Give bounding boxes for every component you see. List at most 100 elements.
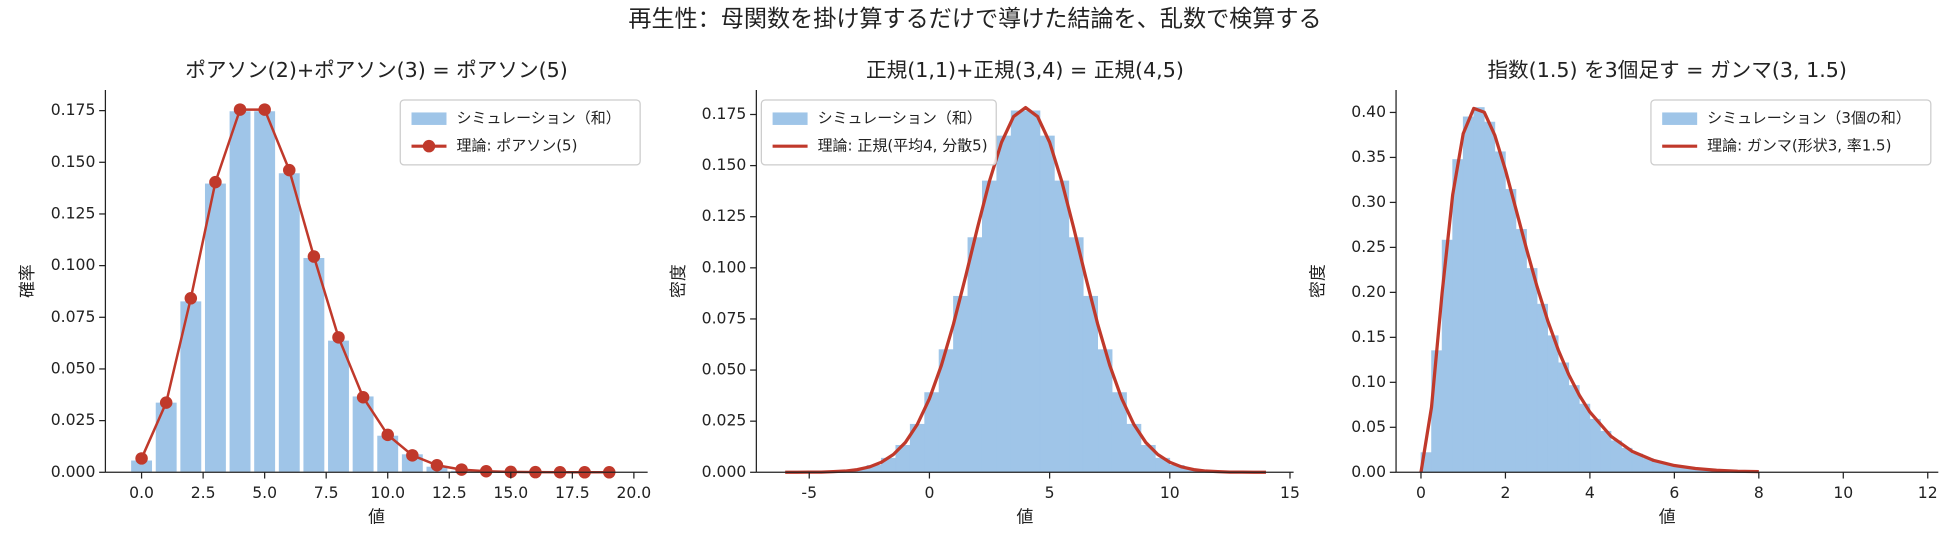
- histogram-bar: [1039, 135, 1055, 473]
- legend: シミュレーション（和） 理論: ポアソン(5): [399, 99, 641, 166]
- y-tick-label: 0.000: [51, 463, 96, 481]
- subplot-title: 指数(1.5) を3個足す = ガンマ(3, 1.5): [1487, 58, 1846, 82]
- x-tick-label: 10.0: [370, 484, 405, 502]
- x-tick-label: 20.0: [616, 484, 651, 502]
- legend-label: シミュレーション（和）: [456, 109, 620, 127]
- bar: [154, 401, 178, 473]
- x-tick-label: 12.5: [432, 484, 467, 502]
- x-tick-label: -5: [801, 484, 817, 502]
- y-tick-label: 0.05: [1351, 418, 1386, 436]
- x-axis-label: 値: [368, 506, 385, 526]
- x-tick-label: 2: [1500, 484, 1510, 502]
- histogram-bar: [1515, 229, 1527, 473]
- y-tick-label: 0.20: [1351, 283, 1386, 301]
- histogram-bar: [1589, 418, 1601, 473]
- histogram-bar: [1600, 430, 1612, 473]
- x-tick-label: 17.5: [555, 484, 590, 502]
- histogram-bar: [1547, 335, 1559, 473]
- legend-marker: [422, 139, 436, 153]
- y-tick-label: 0.175: [702, 105, 747, 123]
- legend-box: [760, 99, 997, 166]
- legend-box: [1650, 99, 1932, 166]
- x-tick-label: 2.5: [191, 484, 216, 502]
- theory-marker: [135, 452, 148, 465]
- legend-label: 理論: ポアソン(5): [456, 137, 577, 155]
- theory-marker: [307, 250, 321, 263]
- bar: [302, 256, 326, 473]
- theory-marker: [332, 331, 345, 344]
- theory-marker: [233, 103, 247, 116]
- y-tick-label: 0.30: [1351, 193, 1386, 211]
- y-tick-label: 0.025: [51, 411, 96, 429]
- theory-marker: [159, 396, 173, 409]
- x-tick-label: 8: [1754, 484, 1764, 502]
- y-tick-label: 0.100: [702, 258, 747, 276]
- y-tick-label: 0.10: [1351, 373, 1386, 391]
- histogram-bar: [1505, 189, 1517, 473]
- theory-line: [785, 105, 1266, 474]
- y-tick-label: 0.075: [51, 308, 96, 326]
- theory-marker: [381, 428, 394, 442]
- subplot-title: ポアソン(2)+ポアソン(3) = ポアソン(5): [185, 58, 568, 82]
- histogram-bar: [1568, 385, 1580, 473]
- histogram-bar: [1025, 110, 1041, 473]
- bar: [252, 110, 277, 473]
- x-axis-label: 値: [1017, 506, 1034, 526]
- y-tick-label: 0.125: [51, 204, 96, 222]
- histogram-bar: [1557, 362, 1570, 473]
- histogram-bar: [1010, 110, 1026, 473]
- x-tick-label: 0: [1416, 484, 1426, 502]
- histogram-bar: [1484, 121, 1496, 473]
- histogram-bar: [1536, 303, 1548, 473]
- histogram-bar: [1610, 440, 1622, 473]
- histogram-bar: [1473, 107, 1485, 473]
- y-axis-label: 確率: [17, 264, 37, 298]
- y-tick-label: 0.100: [51, 256, 96, 274]
- theory-marker: [283, 163, 296, 177]
- x-tick-label: 0: [924, 484, 934, 502]
- theory-marker: [430, 459, 444, 472]
- x-tick-label: 12: [1918, 484, 1938, 502]
- histogram-bar: [1431, 350, 1443, 473]
- histogram-bar: [1054, 180, 1070, 473]
- x-tick-label: 10: [1833, 484, 1853, 502]
- legend-label: シミュレーション（和）: [818, 109, 982, 127]
- figure-title: 再生性：母関数を掛け算するだけで導けた結論を、乱数で検算する: [628, 6, 1321, 32]
- x-tick-label: 7.5: [314, 484, 339, 502]
- histogram-bar: [1082, 295, 1099, 473]
- bar: [277, 171, 301, 473]
- x-tick-label: 0.0: [129, 484, 154, 502]
- y-tick-label: 0.125: [702, 207, 747, 225]
- y-tick-label: 0.025: [702, 412, 747, 430]
- histogram-bar: [1462, 116, 1475, 473]
- theory-marker: [455, 463, 468, 476]
- histogram-bar: [1068, 237, 1084, 473]
- x-tick-label: 5: [1045, 484, 1055, 502]
- theory-marker: [209, 175, 222, 189]
- y-tick-label: 0.175: [51, 101, 96, 119]
- x-tick-label: 10: [1160, 484, 1180, 502]
- legend-patch: [411, 112, 447, 125]
- y-tick-label: 0.40: [1351, 103, 1386, 121]
- histogram-bar: [1526, 268, 1538, 473]
- histogram-bar: [1452, 159, 1464, 473]
- x-tick-label: 4: [1585, 484, 1595, 502]
- x-tick-label: 6: [1669, 484, 1679, 502]
- y-tick-label: 0.00: [1351, 463, 1386, 481]
- y-axis-label: 密度: [668, 264, 688, 298]
- legend-label: シミュレーション（3個の和）: [1707, 109, 1911, 127]
- histogram-bar: [996, 135, 1012, 473]
- y-tick-label: 0.075: [702, 309, 747, 327]
- x-axis-label: 値: [1659, 506, 1676, 526]
- x-tick-label: 15.0: [493, 484, 528, 502]
- y-tick-label: 0.15: [1351, 328, 1386, 346]
- subplot-title: 正規(1,1)+正規(3,4) = 正規(4,5): [866, 58, 1184, 82]
- y-tick-label: 0.35: [1351, 148, 1386, 166]
- legend-patch: [772, 112, 808, 125]
- histogram-bar: [1579, 403, 1591, 473]
- y-tick-label: 0.000: [702, 463, 747, 481]
- theory-line: [1419, 106, 1759, 474]
- x-tick-label: 15: [1280, 484, 1300, 502]
- y-tick-label: 0.050: [702, 361, 747, 379]
